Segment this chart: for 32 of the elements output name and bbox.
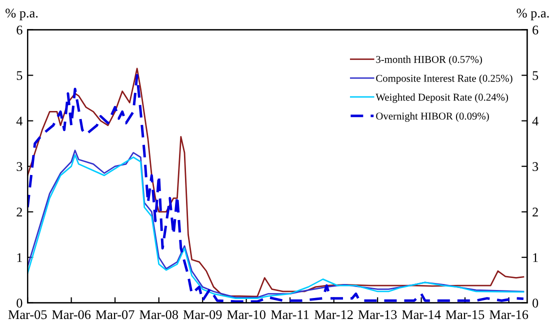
- x-tick-label: Mar-08: [140, 310, 178, 320]
- x-tick-label: Mar-12: [314, 310, 353, 320]
- x-tick-label: Mar-14: [402, 310, 441, 320]
- x-tick-label: Mar-07: [96, 310, 134, 320]
- x-tick-label: Mar-06: [52, 310, 91, 320]
- y2-tick-label: 4: [532, 116, 538, 126]
- x-tick-label: Mar-09: [183, 310, 222, 320]
- y-tick-label: 3: [16, 162, 22, 172]
- x-tick-label: Mar-15: [446, 310, 484, 320]
- y-tick-label: 4: [16, 116, 23, 126]
- x-tick-label: Mar-16: [490, 310, 528, 320]
- y-tick-label: 2: [16, 208, 22, 216]
- y2-tick-label: 6: [532, 26, 538, 34]
- y-tick-label: 1: [17, 253, 22, 262]
- legend-label: Weighted Deposit Rate (0.24%): [376, 93, 508, 103]
- x-tick-label: Mar-10: [227, 310, 266, 320]
- y2-tick-label: 2: [532, 208, 538, 216]
- legend-label: Overnight HIBOR (0.09%): [376, 112, 489, 122]
- x-tick-label: Mar-13: [358, 310, 397, 320]
- y2-tick-label: 3: [532, 162, 538, 172]
- y-axis-title: % p.a.: [6, 8, 38, 20]
- y2-tick-label: 5: [532, 71, 538, 80]
- y-tick-label: 6: [16, 26, 22, 34]
- x-tick-label: Mar-11: [270, 310, 309, 320]
- y2-tick-label: 0: [532, 298, 538, 308]
- x-tick-label: Mar-05: [8, 310, 47, 320]
- y-tick-label: 0: [16, 298, 22, 308]
- y2-axis-title: % p.a.: [516, 8, 549, 20]
- y-tick-label: 5: [16, 71, 22, 80]
- legend-label: 3-month HIBOR (0.57%): [376, 56, 482, 66]
- y2-tick-label: 1: [533, 253, 538, 262]
- legend-label: Composite Interest Rate (0.25%): [376, 74, 512, 84]
